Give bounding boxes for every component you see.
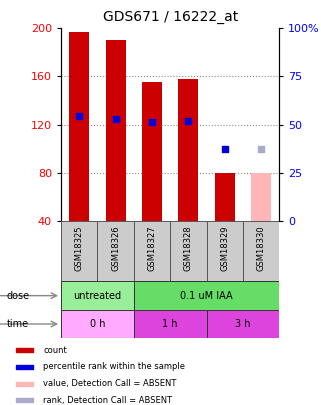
- Text: GSM18326: GSM18326: [111, 225, 120, 271]
- Text: untreated: untreated: [73, 291, 121, 301]
- Text: GSM18327: GSM18327: [147, 225, 156, 271]
- Point: [149, 119, 154, 126]
- Text: 1 h: 1 h: [162, 319, 178, 329]
- Bar: [16, 382, 33, 386]
- Bar: [69, 32, 89, 221]
- Bar: [106, 40, 126, 221]
- Bar: [61, 221, 97, 281]
- Text: dose: dose: [6, 291, 30, 301]
- Bar: [97, 221, 134, 281]
- Text: time: time: [6, 319, 29, 329]
- Text: GSM18328: GSM18328: [184, 225, 193, 271]
- Text: GSM18329: GSM18329: [220, 225, 229, 271]
- Bar: [16, 399, 33, 402]
- Bar: [134, 310, 206, 338]
- Bar: [251, 173, 271, 221]
- Point: [258, 145, 264, 152]
- Bar: [170, 221, 206, 281]
- Bar: [215, 173, 235, 221]
- Bar: [16, 348, 33, 352]
- Point: [186, 118, 191, 124]
- Point: [77, 113, 82, 119]
- Bar: [243, 221, 279, 281]
- Text: value, Detection Call = ABSENT: value, Detection Call = ABSENT: [43, 379, 177, 388]
- Bar: [206, 221, 243, 281]
- Text: percentile rank within the sample: percentile rank within the sample: [43, 362, 185, 371]
- Bar: [206, 310, 279, 338]
- Text: rank, Detection Call = ABSENT: rank, Detection Call = ABSENT: [43, 396, 172, 405]
- Text: 0 h: 0 h: [90, 319, 105, 329]
- Text: count: count: [43, 346, 67, 355]
- Text: GDS671 / 16222_at: GDS671 / 16222_at: [102, 10, 238, 24]
- Text: GSM18325: GSM18325: [75, 225, 84, 271]
- Bar: [134, 221, 170, 281]
- Bar: [178, 79, 198, 221]
- Bar: [134, 281, 279, 310]
- Point: [113, 115, 118, 122]
- Bar: [16, 365, 33, 369]
- Text: GSM18330: GSM18330: [256, 225, 265, 271]
- Bar: [61, 310, 134, 338]
- Point: [222, 145, 227, 152]
- Text: 0.1 uM IAA: 0.1 uM IAA: [180, 291, 233, 301]
- Bar: [142, 83, 162, 221]
- Text: 3 h: 3 h: [235, 319, 251, 329]
- Bar: [61, 281, 134, 310]
